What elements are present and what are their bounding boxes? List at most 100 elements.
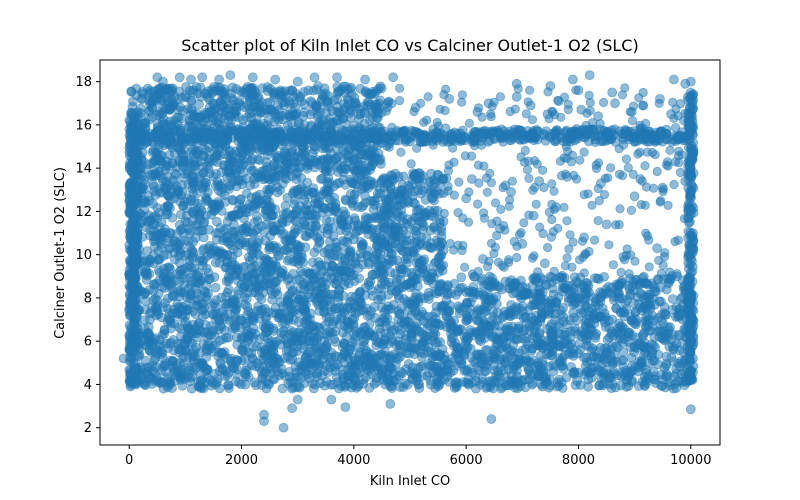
scatter-point [279,165,290,176]
scatter-point [356,149,367,160]
scatter-point [498,311,509,322]
scatter-point [261,383,272,394]
scatter-point [223,284,234,295]
scatter-point [637,376,648,387]
scatter-point [425,242,436,253]
scatter-point [666,352,677,363]
scatter-point [216,322,227,333]
scatter-point [259,226,269,237]
scatter-point [527,333,537,344]
scatter-point [265,104,276,115]
scatter-point [217,235,228,246]
scatter-point [283,153,293,164]
scatter-point [201,352,212,363]
scatter-point [242,301,253,312]
scatter-point [556,377,567,388]
scatter-point [358,239,369,249]
scatter-point [269,166,280,177]
scatter-point [296,266,306,277]
scatter-point [188,85,199,95]
scatter-point [236,379,247,390]
scatter-point [346,306,357,317]
scatter-point [270,259,281,270]
scatter-point [613,293,624,304]
scatter-point [624,327,635,338]
scatter-point [583,374,594,385]
scatter-point [508,288,518,299]
scatter-point [662,371,673,382]
scatter-point [366,349,377,360]
scatter-point [607,357,618,367]
scatter-point [496,284,507,295]
scatter-point [667,341,678,352]
scatter-point [458,349,469,360]
scatter-point [253,235,264,246]
scatter-point [476,326,487,337]
scatter-point [406,342,417,353]
scatter-point [569,272,580,283]
scatter-point [142,256,153,267]
scatter-point [184,365,195,376]
scatter-point [148,145,159,156]
scatter-point [295,241,306,252]
scatter-point [241,173,251,184]
scatter-point [312,368,323,378]
scatter-point [637,277,647,288]
scatter-point [402,196,413,207]
scatter-point [310,379,321,390]
scatter-point [201,280,212,291]
scatter-point [154,234,165,245]
scatter-point [144,106,155,117]
scatter-point [634,338,645,349]
scatter-point [518,312,529,323]
scatter-point [204,94,215,105]
scatter-point [332,94,343,105]
scatter-point [415,292,426,303]
scatter-point [460,340,471,350]
scatter-point [321,340,332,351]
scatter-point [198,361,209,371]
scatter-point [217,363,228,374]
scatter-point [234,240,245,251]
scatter-point [195,253,206,264]
scatter-point [268,210,279,221]
scatter-point [217,102,227,113]
scatter-point [276,339,286,350]
scatter-point [268,374,279,385]
scatter-point [579,294,590,305]
scatter-point [332,81,343,92]
scatter-point [217,306,228,317]
scatter-point [168,365,179,376]
scatter-point [547,334,558,345]
scatter-point [146,97,157,108]
scatter-point [304,228,315,239]
scatter-point [187,144,198,155]
scatter-point [588,309,599,320]
scatter-point [342,237,353,248]
scatter-point [547,346,558,357]
scatter-point [638,293,649,304]
scatter-point [156,312,167,323]
scatter-point [287,285,298,296]
scatter-point [659,362,670,373]
scatter-point [190,161,200,172]
scatter-point [176,338,187,349]
scatter-point [369,195,380,206]
scatter-point [487,315,498,326]
scatter-point [164,262,174,273]
scatter-point [200,177,211,188]
scatter-point [152,301,163,312]
scatter-point [450,338,461,349]
scatter-point [599,271,609,282]
scatter-point [163,201,174,212]
scatter-point [391,286,402,297]
scatter-point [381,304,392,315]
scatter-point [313,159,324,170]
scatter-point [459,331,470,342]
scatter-point [338,357,349,368]
scatter-point [197,375,208,385]
scatter-point [570,323,580,334]
scatter-point [227,211,238,222]
scatter-point [258,263,269,274]
scatter-point [378,175,389,186]
